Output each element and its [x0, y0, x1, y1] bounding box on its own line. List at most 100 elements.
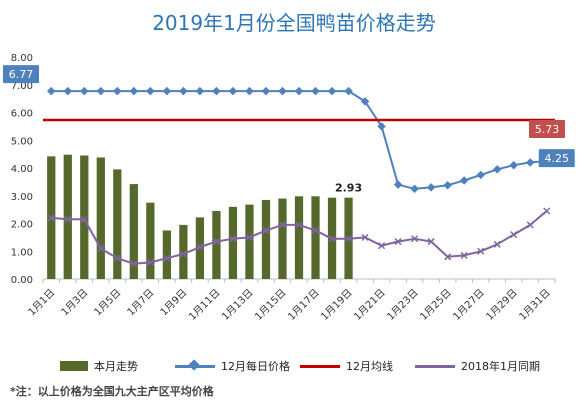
legend-item-daily: 12月每日价格: [175, 356, 290, 376]
diamond-marker: [492, 165, 502, 174]
bar: [311, 196, 320, 279]
diamond-marker: [245, 86, 254, 96]
y-axis: 0.00 1.00 2.00 3.00 4.00 5.00 6.00 7.00 8.00: [11, 53, 33, 286]
diamond-marker: [96, 86, 106, 96]
x-marker: [411, 235, 419, 243]
y-tick-label: 7.00: [11, 81, 33, 92]
x-marker: [361, 233, 369, 241]
x-marker: [146, 258, 154, 266]
chart-legend: 本月走势 12月每日价格 12月均线 2018年1月同期: [0, 356, 588, 376]
bar: [63, 154, 72, 279]
bar: [278, 198, 287, 279]
callout-label: 5.73: [535, 123, 560, 136]
y-tick-label: 6.00: [11, 109, 33, 120]
diamond-marker: [476, 170, 485, 180]
legend-label: 12月均线: [346, 360, 393, 373]
legend-label: 2018年1月同期: [461, 360, 540, 373]
x-marker: [64, 215, 72, 223]
diamond-marker: [261, 86, 271, 96]
bar: [80, 155, 89, 279]
legend-swatch-bar: [60, 361, 88, 371]
y-tick-label: 8.00: [11, 53, 33, 64]
x-marker: [97, 244, 105, 253]
chart-title: 2019年1月份全国鸭苗价格走势: [152, 11, 436, 35]
diamond-marker: [179, 86, 188, 96]
x-marker: [245, 233, 253, 241]
diamond-marker: [294, 86, 304, 96]
bar: [212, 211, 221, 279]
diamond-marker: [113, 86, 122, 96]
x-marker: [47, 214, 55, 222]
x-marker: [427, 238, 435, 246]
callout-label: 6.77: [9, 68, 34, 81]
diamond-marker: [443, 180, 452, 190]
x-marker: [262, 226, 270, 234]
data-annotations: 6.77 5.73 4.25 2.93: [3, 65, 575, 195]
x-marker: [444, 253, 452, 261]
bar: [179, 224, 188, 279]
y-tick-label: 3.00: [11, 192, 33, 203]
x-marker: [510, 231, 518, 239]
diamond-marker: [377, 122, 386, 131]
legend-label: 12月每日价格: [221, 360, 290, 373]
diamond-marker-icon: [188, 358, 200, 371]
x-marker: [460, 251, 468, 259]
y-tick-label: 1.00: [11, 247, 33, 258]
callout-box: [3, 65, 39, 84]
diamond-marker: [212, 86, 221, 96]
diamond-marker: [311, 86, 320, 96]
bar: [129, 184, 138, 279]
legend-swatch-daily: [175, 358, 215, 371]
bar: [113, 169, 122, 279]
x-marker: [80, 215, 88, 223]
y-tick-label: 5.00: [11, 136, 33, 147]
diamond-marker: [146, 86, 155, 96]
x-marker: [229, 235, 237, 243]
y-tick-label: 4.00: [11, 164, 33, 175]
x-marker: [493, 240, 501, 248]
diamond-marker: [80, 86, 89, 96]
bar: [245, 204, 254, 279]
x-marker: [543, 207, 551, 215]
x-marker: [526, 221, 534, 229]
bar: [162, 230, 171, 279]
bar: [294, 196, 304, 279]
x-marker: [130, 260, 138, 268]
bar: [96, 157, 105, 279]
bar: [261, 199, 271, 279]
x-marker: [278, 221, 287, 229]
x-marker: [311, 226, 320, 234]
diamond-marker: [459, 176, 469, 185]
diamond-marker: [410, 184, 419, 194]
x-marker: [328, 235, 336, 243]
x-marker: [196, 243, 204, 251]
diamond-marker: [509, 160, 518, 170]
data-label: 2.93: [335, 182, 362, 195]
diamond-marker: [47, 86, 56, 96]
legend-item-bar: 本月走势: [60, 356, 138, 376]
y-tick-label: 2.00: [11, 220, 33, 231]
diamond-marker: [393, 180, 403, 189]
diamond-marker: [327, 86, 337, 96]
footnote: *注：以上价格为全国九大主产区平均价格: [10, 385, 214, 398]
legend-item-last-year: 2018年1月同期: [415, 356, 540, 376]
diamond-marker: [278, 86, 287, 96]
diamond-marker: [195, 86, 205, 96]
x-marker: [163, 254, 171, 262]
diamond-marker: [426, 183, 436, 192]
callout-box: [538, 149, 575, 168]
callout-label: 4.25: [544, 152, 569, 165]
x-marker: [295, 221, 303, 229]
x-marker: [179, 250, 187, 258]
x-marker: [477, 247, 485, 255]
callout-box: [529, 119, 565, 138]
x-marker: [212, 238, 220, 246]
diamond-marker: [360, 97, 370, 106]
x-marker: [394, 238, 402, 246]
diamond-marker: [129, 86, 139, 96]
bar: [146, 202, 155, 279]
diamond-marker: [63, 86, 73, 96]
legend-label: 本月走势: [94, 360, 138, 373]
diamond-marker: [344, 86, 353, 96]
